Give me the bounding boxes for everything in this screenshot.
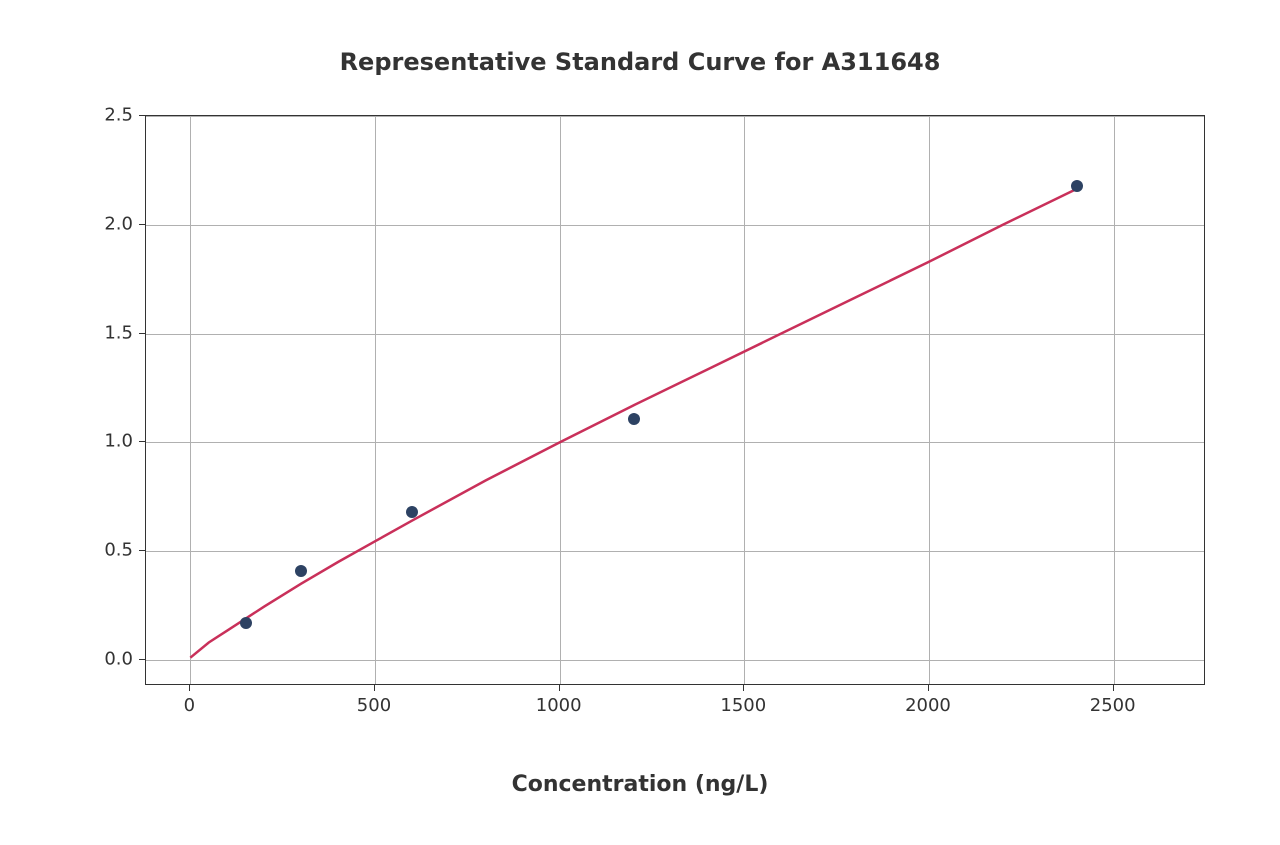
data-point [628,413,640,425]
y-tick-label: 1.0 [104,431,133,452]
y-tick-label: 0.5 [104,540,133,561]
tick-mark-y [139,659,145,660]
chart-container: Representative Standard Curve for A31164… [0,0,1280,845]
x-axis-label: Concentration (ng/L) [0,772,1280,797]
tick-mark-x [928,685,929,691]
x-tick-label: 2500 [1090,695,1136,716]
y-tick-label: 1.5 [104,322,133,343]
tick-mark-y [139,550,145,551]
y-tick-label: 0.0 [104,648,133,669]
y-tick-label: 2.5 [104,105,133,126]
y-tick-label: 2.0 [104,213,133,234]
plot-area [145,115,1205,685]
data-point [406,506,418,518]
tick-mark-y [139,333,145,334]
tick-mark-y [139,224,145,225]
tick-mark-x [374,685,375,691]
x-tick-label: 2000 [905,695,951,716]
x-tick-label: 1000 [536,695,582,716]
data-point [240,617,252,629]
tick-mark-y [139,441,145,442]
x-tick-label: 0 [184,695,195,716]
x-tick-label: 1500 [720,695,766,716]
data-point [295,565,307,577]
chart-title: Representative Standard Curve for A31164… [0,48,1280,76]
tick-mark-x [1113,685,1114,691]
data-point [1071,180,1083,192]
tick-mark-x [559,685,560,691]
tick-mark-y [139,115,145,116]
tick-mark-x [743,685,744,691]
x-tick-label: 500 [357,695,391,716]
tick-mark-x [189,685,190,691]
curve-svg [146,116,1206,686]
